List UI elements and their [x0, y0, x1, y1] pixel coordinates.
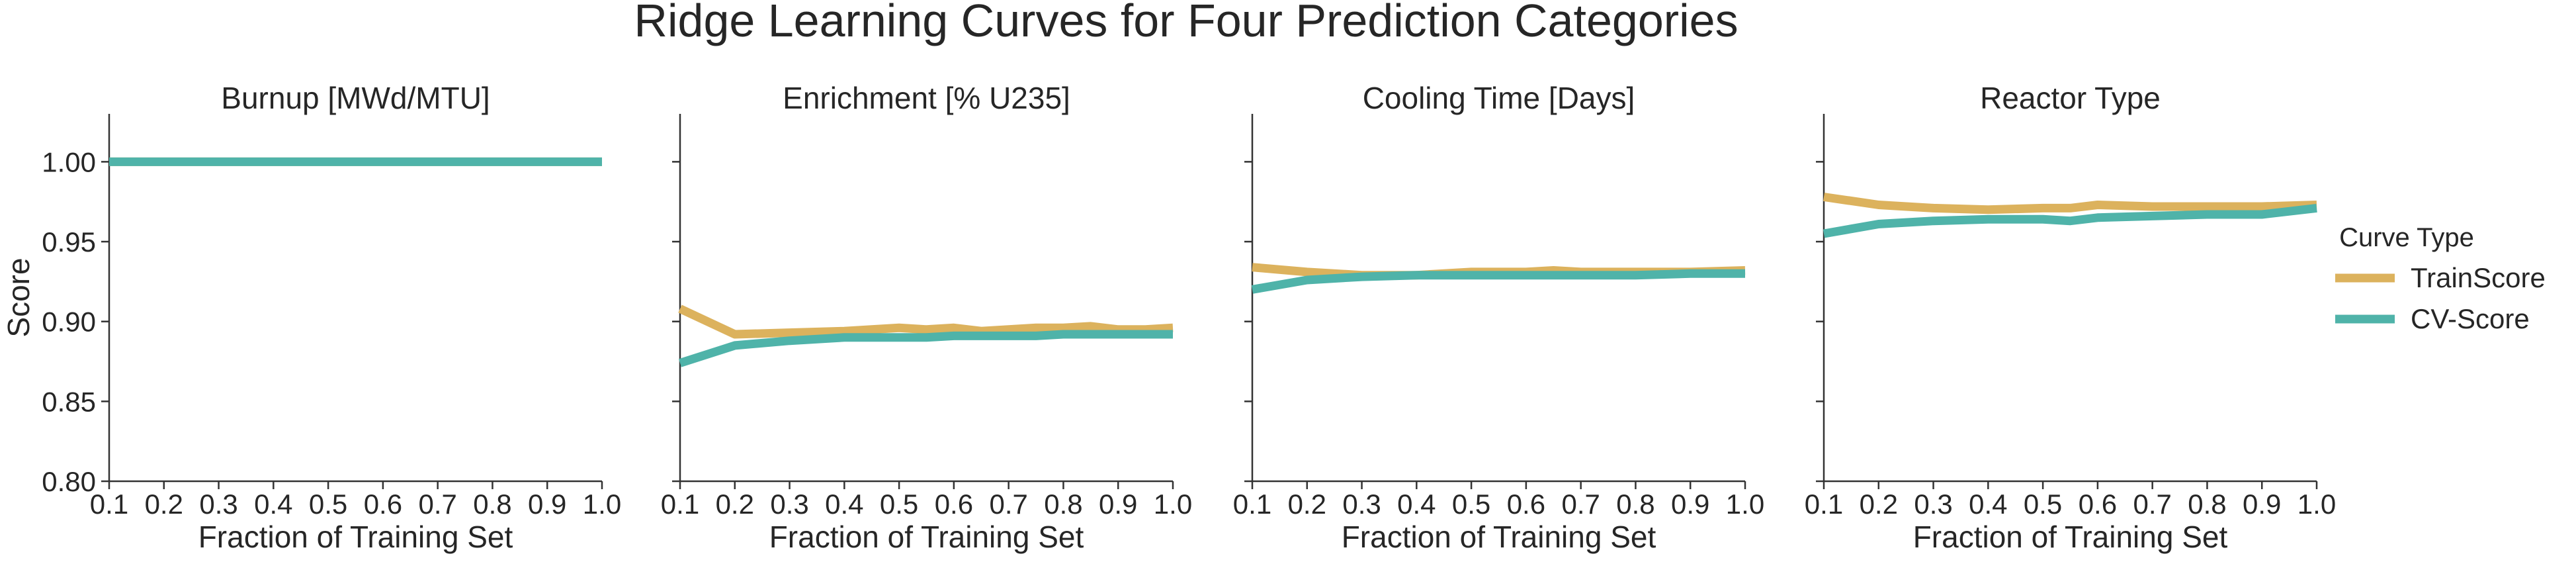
- chart-title: Ridge Learning Curves for Four Predictio…: [634, 0, 1738, 46]
- x-tick-label: 0.2: [1860, 489, 1898, 520]
- x-tick-label: 0.9: [1099, 489, 1137, 520]
- y-axis-label: Score: [1, 258, 36, 337]
- y-tick-label: 1.00: [42, 146, 96, 177]
- x-tick-label: 0.1: [1805, 489, 1843, 520]
- x-tick-label: 0.8: [1616, 489, 1654, 520]
- x-tick-label: 0.6: [2079, 489, 2117, 520]
- y-tick-label: 0.95: [42, 226, 96, 258]
- x-tick-label: 0.1: [90, 489, 128, 520]
- x-tick-label: 0.4: [1969, 489, 2007, 520]
- x-tick-label: 0.4: [254, 489, 292, 520]
- legend-label: CV-Score: [2411, 303, 2530, 334]
- y-tick-label: 0.90: [42, 306, 96, 338]
- x-tick-label: 0.7: [989, 489, 1027, 520]
- x-tick-label: 0.1: [1233, 489, 1271, 520]
- x-tick-label: 0.5: [1452, 489, 1490, 520]
- series-line-trainscore: [1823, 193, 2317, 214]
- x-tick-label: 0.8: [473, 489, 511, 520]
- x-tick-label: 0.8: [1044, 489, 1082, 520]
- x-tick-label: 0.5: [880, 489, 918, 520]
- x-tick-label: 0.5: [309, 489, 347, 520]
- series-line-trainscore: [678, 304, 1174, 339]
- x-tick-label: 0.6: [935, 489, 973, 520]
- x-tick-label: 0.7: [418, 489, 456, 520]
- x-tick-label: 0.1: [661, 489, 699, 520]
- x-tick-label: 1.0: [1154, 489, 1192, 520]
- x-tick-label: 0.5: [2024, 489, 2062, 520]
- y-tick-label: 0.85: [42, 386, 96, 417]
- x-tick-label: 0.3: [770, 489, 808, 520]
- series-line-cv-score: [679, 330, 1173, 367]
- series-line-cv-score: [1823, 203, 2317, 238]
- x-tick-label: 0.2: [145, 489, 183, 520]
- x-tick-label: 1.0: [583, 489, 621, 520]
- x-tick-label: 0.9: [2243, 489, 2281, 520]
- x-tick-label: 0.4: [1397, 489, 1436, 520]
- x-axis-label: Fraction of Training Set: [769, 520, 1084, 554]
- subplot-title: Cooling Time [Days]: [1363, 81, 1635, 115]
- x-tick-label: 0.9: [528, 489, 566, 520]
- x-tick-label: 0.8: [2188, 489, 2226, 520]
- x-tick-label: 0.4: [825, 489, 863, 520]
- x-tick-label: 0.2: [1288, 489, 1326, 520]
- x-axis-label: Fraction of Training Set: [1913, 520, 2228, 554]
- subplot-title: Reactor Type: [1980, 81, 2161, 115]
- x-tick-label: 0.2: [716, 489, 754, 520]
- x-axis-label: Fraction of Training Set: [198, 520, 513, 554]
- legend-label: TrainScore: [2411, 262, 2546, 293]
- legend-title: Curve Type: [2339, 223, 2474, 252]
- x-tick-label: 0.6: [364, 489, 402, 520]
- x-tick-label: 1.0: [1726, 489, 1764, 520]
- y-tick-label: 0.80: [42, 466, 96, 497]
- x-tick-label: 0.3: [1342, 489, 1381, 520]
- x-axis-label: Fraction of Training Set: [1342, 520, 1656, 554]
- x-tick-label: 0.7: [1561, 489, 1600, 520]
- x-tick-label: 1.0: [2297, 489, 2336, 520]
- x-tick-label: 0.3: [199, 489, 237, 520]
- series-line-cv-score: [1251, 269, 1745, 294]
- subplot-title: Enrichment [% U235]: [783, 81, 1070, 115]
- subplot-title: Burnup [MWd/MTU]: [221, 81, 490, 115]
- x-tick-label: 0.9: [1671, 489, 1709, 520]
- x-tick-label: 0.7: [2133, 489, 2171, 520]
- x-tick-label: 0.6: [1507, 489, 1545, 520]
- x-tick-label: 0.3: [1914, 489, 1952, 520]
